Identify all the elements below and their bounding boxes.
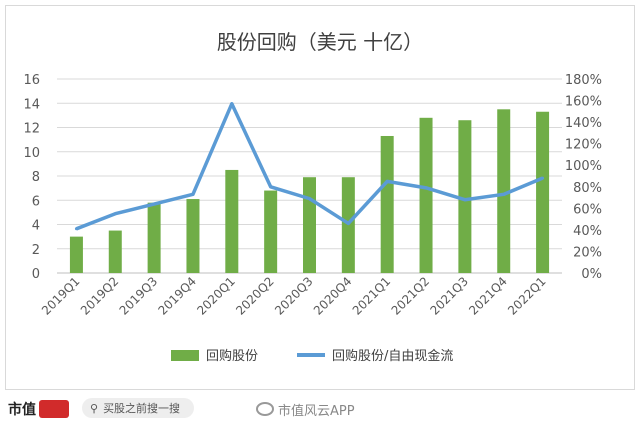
gridlines [57,78,562,274]
bar [225,169,239,273]
bar [264,190,278,273]
weibo-watermark-text: 市值风云APP [278,403,355,419]
legend: 回购股份 回购股份/自由现金流 [171,348,453,364]
line-point [113,212,117,216]
chart-frame [5,5,635,390]
x-tick-label: 2020Q2 [233,274,277,318]
left-tick-label: 6 [32,194,40,209]
x-tick-label: 2019Q3 [117,274,161,318]
brand-name: 市值 [8,402,36,418]
x-tick-label: 2020Q4 [311,274,355,318]
x-tick-label: 2022Q1 [505,274,549,318]
bar [497,109,511,273]
line-point [385,179,389,183]
bar [380,135,394,273]
bar-series [69,109,550,273]
brand-mark-icon [39,400,69,418]
left-tick-label: 14 [23,97,40,112]
footer-bar: 市值 ⚲ 买股之前搜一搜 市值风云APP [0,390,640,427]
bar [458,120,472,273]
right-tick-label: 120% [565,138,602,153]
right-tick-label: 100% [565,159,602,174]
left-tick-label: 2 [32,243,40,258]
line-point [269,185,273,189]
right-tick-label: 160% [565,95,602,110]
legend-bar-swatch [171,350,199,361]
search-placeholder: 买股之前搜一搜 [103,402,181,415]
right-tick-label: 20% [573,245,602,260]
line-point [502,192,506,196]
bar [536,111,550,273]
legend-bar-label: 回购股份 [206,348,258,364]
line-point [541,176,545,180]
left-tick-label: 10 [23,146,40,161]
x-tick-label: 2021Q4 [466,274,510,318]
search-box[interactable]: ⚲ 买股之前搜一搜 [82,398,194,418]
right-tick-label: 40% [573,224,602,239]
bar [303,177,316,273]
x-tick-label: 2021Q2 [389,274,433,318]
left-tick-label: 8 [32,170,40,185]
weibo-watermark: 市值风云APP [256,398,355,420]
x-tick-label: 2021Q3 [427,274,471,318]
right-tick-label: 60% [573,202,602,217]
line-point [230,102,234,106]
line-point [74,227,78,231]
chart: 股份回购（美元 十亿） 0 2 4 6 8 10 12 14 16 0% 20% 40% 60% 80%… [23,30,602,364]
legend-line-label: 回购股份/自由现金流 [332,348,453,364]
x-tick-label: 2019Q1 [39,274,83,318]
x-tick-label: 2019Q2 [78,274,122,318]
right-tick-label: 140% [565,116,602,131]
right-axis: 0% 20% 40% 60% 80% 100% 120% 140% 160% 180% [565,73,602,282]
chart-title: 股份回购（美元 十亿） [217,30,423,54]
line-series [74,102,545,231]
bar [108,230,122,273]
x-tick-label: 2020Q3 [272,274,316,318]
line-point [152,202,156,206]
right-tick-label: 0% [581,267,602,282]
x-axis: 2019Q12019Q22019Q32019Q42020Q12020Q22020… [39,274,549,318]
left-axis: 0 2 4 6 8 10 12 14 16 [23,73,40,282]
x-tick-label: 2020Q1 [194,274,238,318]
bar [69,236,83,273]
line-point [191,192,195,196]
line-point [346,221,350,225]
x-tick-label: 2021Q1 [350,274,394,318]
weibo-icon [256,402,274,416]
left-tick-label: 12 [23,122,40,137]
left-tick-label: 0 [32,267,40,282]
search-icon: ⚲ [90,401,99,415]
bar [147,202,161,273]
x-tick-label: 2019Q4 [156,274,200,318]
right-tick-label: 80% [573,181,602,196]
right-tick-label: 180% [565,73,602,88]
line-point [424,186,428,190]
left-tick-label: 16 [23,73,40,88]
line-point [308,197,311,201]
line-point [463,198,467,202]
bar [186,199,200,273]
brand-logo[interactable]: 市值 [8,398,69,420]
left-tick-label: 4 [32,219,40,234]
bar [419,117,433,273]
